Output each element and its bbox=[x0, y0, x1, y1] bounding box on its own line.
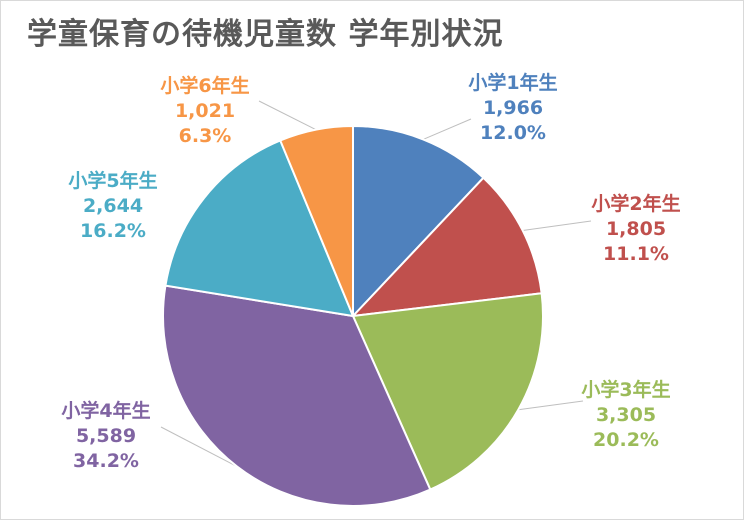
pie-slice-grade-4 bbox=[162, 284, 432, 507]
data-label-value: 5,589 bbox=[75, 425, 137, 447]
data-label-grade-4: 小学4年生 5,589 34.2% bbox=[47, 399, 165, 474]
data-label-category: 小学6年生 bbox=[160, 75, 250, 97]
data-label-value: 2,644 bbox=[82, 195, 144, 217]
leader-line-grade-1 bbox=[422, 118, 472, 140]
pie-slice-grade-3 bbox=[351, 292, 544, 491]
pie-slice-grade-1 bbox=[352, 124, 485, 319]
data-label-category: 小学3年生 bbox=[581, 379, 671, 401]
chart-title: 学童保育の待機児童数 学年別状況 bbox=[27, 17, 504, 52]
data-label-value: 3,305 bbox=[595, 404, 657, 426]
pie-slice-grade-6 bbox=[278, 124, 354, 317]
data-label-value: 1,021 bbox=[174, 100, 236, 122]
data-label-category: 小学2年生 bbox=[591, 193, 681, 215]
data-label-percent: 12.0% bbox=[480, 122, 546, 144]
leader-line-grade-2 bbox=[522, 220, 592, 231]
leader-line-grade-3 bbox=[518, 400, 584, 411]
pie-slice-grade-5 bbox=[164, 139, 355, 318]
data-label-percent: 20.2% bbox=[593, 429, 659, 451]
pie-slice-grade-2 bbox=[350, 176, 543, 318]
data-label-value: 1,966 bbox=[482, 97, 544, 119]
data-label-category: 小学1年生 bbox=[468, 72, 558, 94]
leader-lines bbox=[160, 100, 592, 467]
data-label-percent: 34.2% bbox=[73, 450, 139, 472]
data-label-grade-3: 小学3年生 3,305 20.2% bbox=[567, 378, 685, 453]
pie-slices bbox=[162, 124, 544, 507]
leader-line-grade-6 bbox=[258, 100, 317, 131]
data-label-grade-6: 小学6年生 1,021 6.3% bbox=[146, 74, 264, 149]
leader-line-grade-4 bbox=[160, 426, 238, 467]
data-label-grade-1: 小学1年生 1,966 12.0% bbox=[463, 71, 563, 146]
data-label-percent: 6.3% bbox=[178, 125, 232, 147]
data-label-grade-5: 小学5年生 2,644 16.2% bbox=[54, 169, 172, 244]
data-label-grade-2: 小学2年生 1,805 11.1% bbox=[577, 192, 695, 267]
data-label-percent: 16.2% bbox=[80, 220, 146, 242]
data-label-value: 1,805 bbox=[605, 218, 667, 240]
data-label-percent: 11.1% bbox=[603, 243, 669, 265]
data-label-category: 小学4年生 bbox=[61, 400, 151, 422]
data-label-category: 小学5年生 bbox=[68, 170, 158, 192]
